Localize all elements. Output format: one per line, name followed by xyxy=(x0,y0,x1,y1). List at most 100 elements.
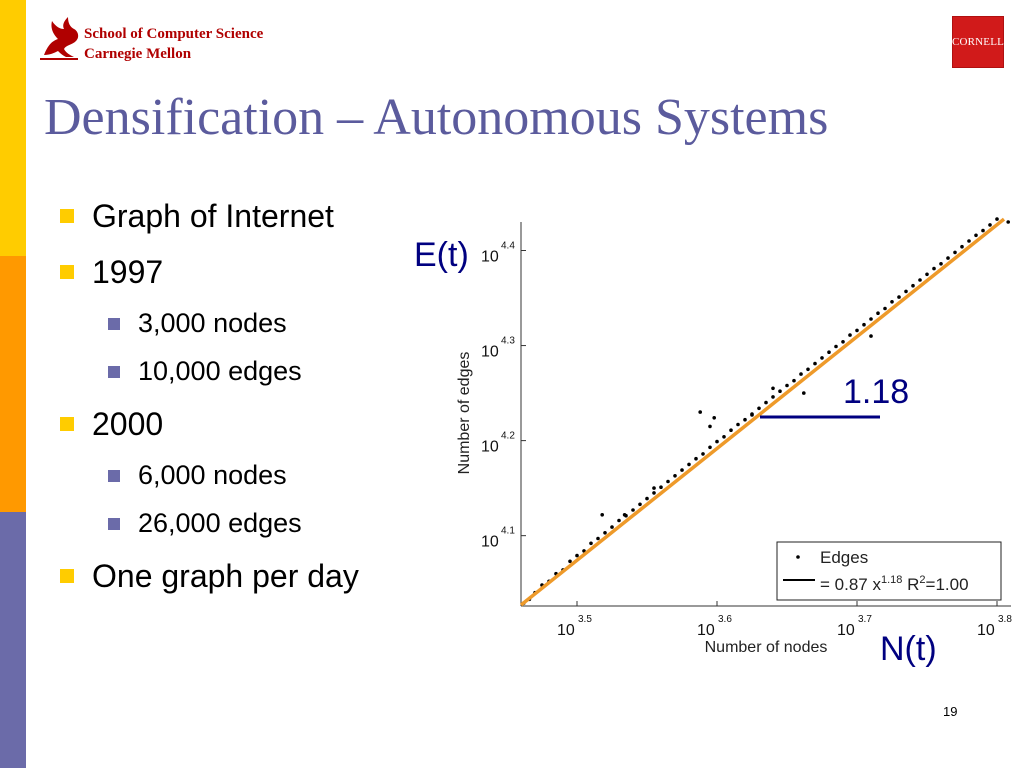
data-point xyxy=(897,295,901,299)
bullet-item: 1997 xyxy=(56,252,406,292)
sub-bullet-item: 3,000 nodes xyxy=(56,306,406,340)
data-point xyxy=(568,559,572,564)
data-point xyxy=(841,340,845,344)
x-tick-label-exponent: 3.6 xyxy=(718,614,732,625)
data-point xyxy=(785,383,789,388)
data-point xyxy=(939,262,943,266)
school-name: School of Computer Science Carnegie Mell… xyxy=(84,24,263,64)
accent-bar-top xyxy=(0,0,26,256)
data-point xyxy=(995,217,999,221)
data-point xyxy=(701,452,705,456)
data-point xyxy=(876,311,880,316)
x-tick-label-exponent: 3.7 xyxy=(858,614,872,625)
cornell-logo-text: CORNELL xyxy=(951,36,1005,48)
cornell-logo: CORNELL xyxy=(952,16,1004,68)
y-tick-label-exponent: 4.3 xyxy=(501,336,515,347)
y-tick-label-exponent: 4.1 xyxy=(501,526,515,537)
data-point xyxy=(757,406,761,411)
data-point xyxy=(622,513,627,517)
data-point xyxy=(925,272,929,277)
x-tick-label: 10 xyxy=(557,622,575,639)
data-point xyxy=(708,445,712,450)
data-point xyxy=(673,474,677,478)
y-tick-label: 10 xyxy=(481,344,499,361)
bullet-list: Graph of Internet 1997 3,000 nodes 10,000 e… xyxy=(56,196,406,596)
school-line-1: School of Computer Science xyxy=(84,26,264,42)
x-tick-label-exponent: 3.5 xyxy=(578,614,592,625)
data-point xyxy=(743,417,747,422)
data-point xyxy=(750,413,754,417)
data-point xyxy=(645,496,649,501)
data-point xyxy=(771,395,775,399)
data-point xyxy=(631,508,635,512)
data-point xyxy=(792,378,796,383)
x-tick-label-exponent: 3.8 xyxy=(998,614,1012,625)
y-axis-label: Number of edges xyxy=(456,352,473,475)
data-point xyxy=(652,491,656,495)
page-number: 19 xyxy=(943,704,958,719)
data-point xyxy=(603,531,607,535)
y-tick-label: 10 xyxy=(481,534,499,551)
y-axis-annotation: E(t) xyxy=(414,236,469,274)
x-tick-label: 10 xyxy=(977,622,995,639)
legend-fit-superscript: 2 xyxy=(919,574,925,586)
data-point xyxy=(813,361,817,366)
data-point xyxy=(708,424,712,429)
data-point xyxy=(680,468,684,472)
data-point xyxy=(827,350,831,355)
y-tick-label-exponent: 4.4 xyxy=(501,241,515,252)
data-point xyxy=(1006,220,1010,224)
data-point xyxy=(904,289,908,294)
bullet-item: One graph per day xyxy=(56,556,406,596)
data-point xyxy=(596,536,600,541)
data-point xyxy=(869,334,873,338)
data-point xyxy=(666,479,670,484)
data-point xyxy=(806,367,810,372)
data-point xyxy=(715,439,719,444)
data-point xyxy=(981,228,985,233)
cmu-griffin-logo xyxy=(40,17,79,60)
data-point xyxy=(799,372,803,376)
data-point xyxy=(764,400,768,405)
data-point xyxy=(722,435,726,439)
data-point xyxy=(638,502,642,507)
data-point xyxy=(729,428,733,433)
x-axis-annotation: N(t) xyxy=(880,630,937,668)
data-point xyxy=(932,266,936,271)
data-point xyxy=(778,389,782,394)
data-point xyxy=(834,344,838,349)
data-point xyxy=(918,278,922,282)
data-point xyxy=(988,223,992,227)
data-point xyxy=(698,410,702,414)
data-point xyxy=(712,416,716,420)
data-point xyxy=(862,322,866,327)
legend-fit-text: R xyxy=(902,575,919,594)
legend-marker-dot xyxy=(796,555,800,559)
legend-fit-text: =1.00 xyxy=(926,575,969,594)
accent-bar-bottom xyxy=(0,512,26,768)
data-point xyxy=(736,422,740,427)
data-point xyxy=(946,256,950,260)
data-point xyxy=(617,518,621,523)
data-point xyxy=(687,462,691,467)
data-point xyxy=(589,541,593,546)
data-point xyxy=(911,283,915,288)
data-point xyxy=(694,456,698,461)
legend-box xyxy=(776,541,1002,601)
y-tick-label: 10 xyxy=(481,249,499,266)
data-point xyxy=(869,317,873,321)
sub-bullet-item: 26,000 edges xyxy=(56,506,406,540)
bullet-item: 2000 xyxy=(56,404,406,444)
data-point xyxy=(953,250,957,255)
y-tick-label-exponent: 4.2 xyxy=(501,431,515,442)
fit-line xyxy=(519,217,1006,607)
x-tick-label: 10 xyxy=(837,622,855,639)
y-tick-label: 10 xyxy=(481,439,499,456)
data-point xyxy=(974,233,978,238)
data-point xyxy=(848,333,852,337)
sub-bullet-item: 6,000 nodes xyxy=(56,458,406,492)
data-point xyxy=(575,553,579,558)
data-point xyxy=(883,306,887,311)
data-point xyxy=(855,328,859,333)
